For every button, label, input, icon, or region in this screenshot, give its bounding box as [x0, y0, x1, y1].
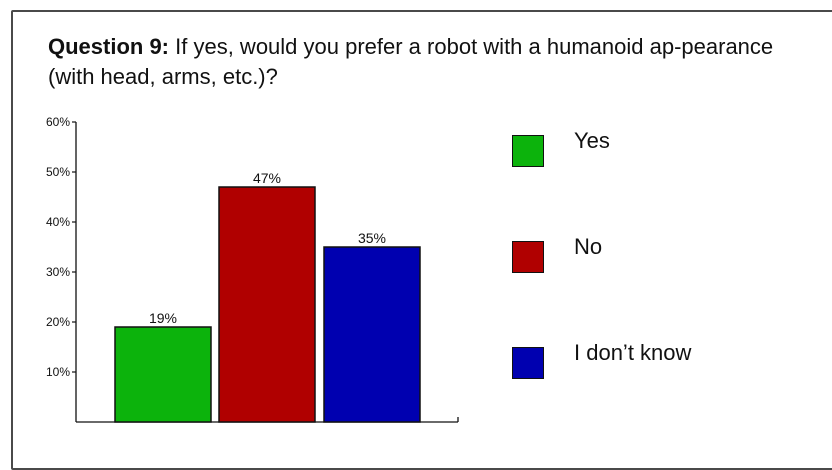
bar-2 — [323, 246, 421, 423]
bar-chart: 10% 20% 30% 40% 50% 60% 19% 47% 35% — [46, 115, 459, 423]
bar-1 — [218, 186, 316, 423]
legend-label-yes: Yes — [574, 128, 610, 153]
legend-swatch-yes — [512, 135, 544, 167]
bar-0 — [114, 326, 212, 423]
bar-value-label: 35% — [358, 230, 386, 246]
y-tick-label: 10% — [46, 365, 70, 379]
legend-item-dont-know: I don’t know — [512, 340, 691, 380]
legend-label-no: No — [574, 234, 603, 259]
legend-item-yes: Yes — [512, 128, 610, 168]
bar-value-label: 47% — [253, 170, 281, 186]
question-body: If yes, would you prefer a robot with a … — [48, 34, 774, 89]
y-tick-label: 50% — [46, 165, 70, 179]
y-tick-label: 60% — [46, 115, 70, 129]
y-tick-label: 20% — [46, 315, 70, 329]
question-number: Question 9: — [48, 34, 170, 59]
legend-item-no: No — [512, 234, 602, 274]
bar-value-label: 19% — [149, 310, 177, 326]
legend-swatch-no — [512, 241, 544, 273]
y-tick-label: 30% — [46, 265, 70, 279]
question-text: Question 9: If yes, would you prefer a r… — [48, 32, 808, 92]
legend-label-dont-know: I don’t know — [574, 340, 692, 365]
y-tick-label: 40% — [46, 215, 70, 229]
legend-swatch-dont-know — [512, 347, 544, 379]
